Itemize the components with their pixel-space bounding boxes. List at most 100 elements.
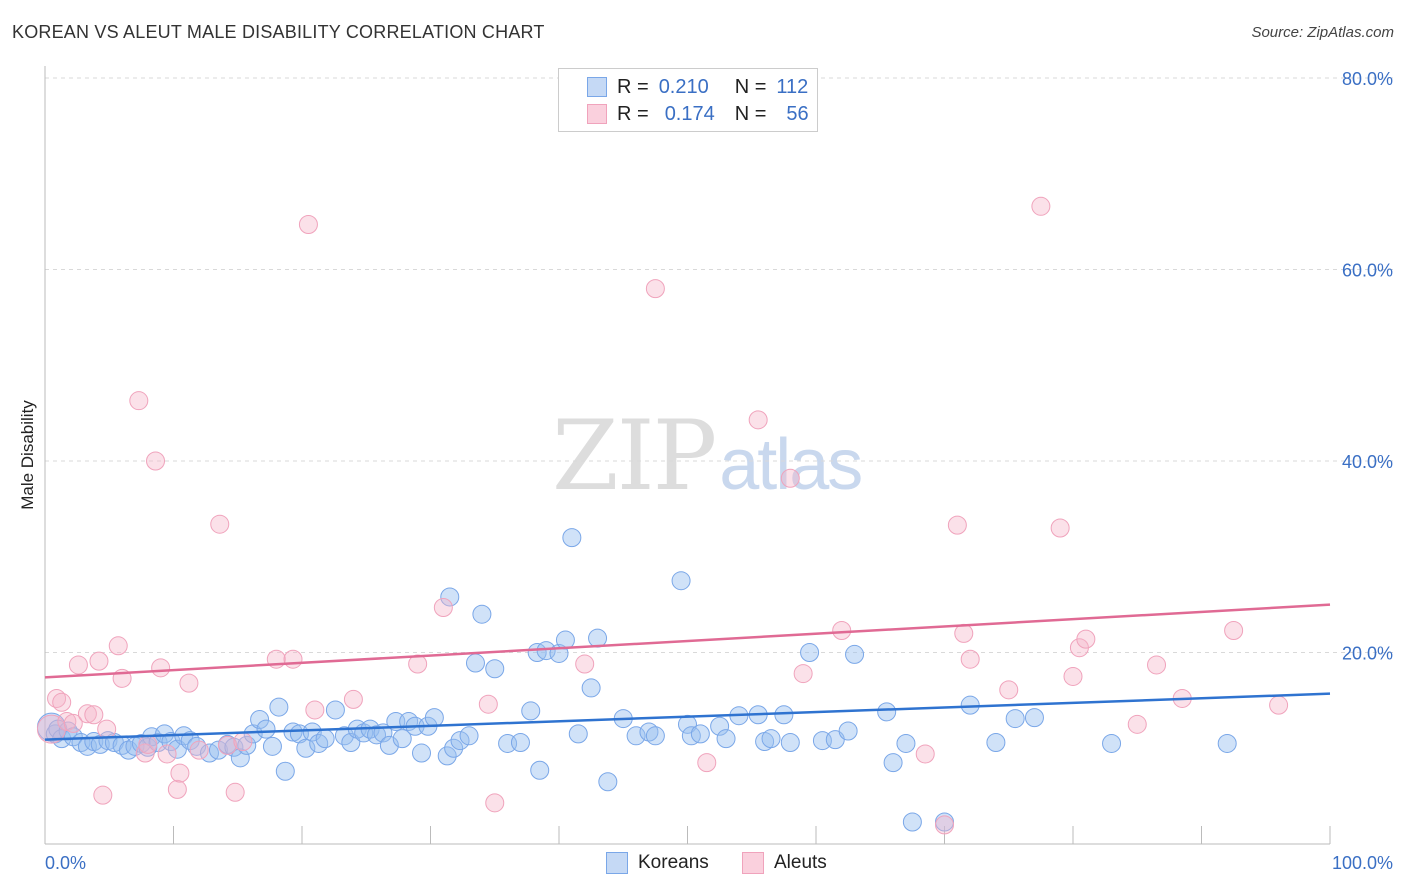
aleut-point (915, 744, 935, 764)
korean-point (530, 760, 550, 780)
watermark-zip: ZIP (552, 400, 717, 512)
aleut-point (433, 597, 453, 617)
legend-n-label: N = (734, 75, 767, 98)
legend-row-aleuts: R = 0.174 N = 56 (587, 101, 809, 127)
aleut-point (129, 391, 149, 411)
legend-row-koreans: R = 0.210 N = 112 (587, 74, 808, 100)
legend-n-label: N = (734, 102, 767, 125)
korean-point (256, 719, 276, 739)
korean-point (510, 733, 530, 753)
x-tick-label: 0.0% (45, 853, 86, 873)
korean-point (716, 729, 736, 749)
korean-point (450, 731, 470, 751)
korean-point (761, 729, 781, 749)
korean-point (690, 724, 710, 744)
aleut-point (57, 711, 77, 731)
legend-swatch-koreans (587, 77, 607, 97)
korean-point (588, 628, 608, 648)
korean-point (774, 705, 794, 725)
legend-r-label: R = (617, 102, 649, 125)
aleut-point (89, 651, 109, 671)
aleut-point (93, 785, 113, 805)
points-layer (36, 196, 1289, 835)
korean-point (444, 738, 464, 758)
y-tick-label: 60.0% (1342, 261, 1393, 281)
korean-point (896, 733, 916, 753)
aleut-point (77, 704, 97, 724)
legend-r-label: R = (617, 75, 649, 98)
aleut-point (97, 719, 117, 739)
korean-point (598, 772, 618, 792)
korean-point (845, 644, 865, 664)
korean-point (838, 721, 858, 741)
korean-point (161, 732, 181, 752)
korean-point (237, 735, 257, 755)
aleut-point (1147, 655, 1167, 675)
aleut-point (954, 623, 974, 643)
aleut-point (780, 468, 800, 488)
korean-point (671, 571, 691, 591)
korean-point (269, 697, 289, 717)
korean-point (459, 726, 479, 746)
korean-point (275, 761, 295, 781)
aleut-point (999, 680, 1019, 700)
bottom-legend-label-koreans: Koreans (638, 852, 709, 873)
korean-point (243, 724, 263, 744)
korean-point (986, 733, 1006, 753)
korean-point (581, 678, 601, 698)
y-tick-label: 20.0% (1342, 644, 1393, 664)
korean-point (392, 729, 412, 749)
y-tick-label: 80.0% (1342, 69, 1393, 89)
aleut-point (645, 279, 665, 299)
korean-point (568, 724, 588, 744)
aleut-point (947, 515, 967, 535)
aleut-point (1127, 714, 1147, 734)
korean-point (1102, 733, 1122, 753)
legend-r-value: 0.174 (664, 102, 715, 125)
watermark-atlas: atlas (719, 425, 863, 505)
korean-point (208, 740, 228, 760)
tick-label-layer: 20.0% 40.0% 60.0% 80.0% 0.0% 100.0% (45, 69, 1393, 873)
aleut-point (1076, 629, 1096, 649)
korean-point (465, 653, 485, 673)
korean-point (424, 708, 444, 728)
aleut-point (1269, 695, 1289, 715)
aleut-point (170, 763, 190, 783)
aleut-trend-line (44, 603, 1331, 679)
korean-point (250, 710, 270, 730)
korean-point (230, 748, 250, 768)
aleut-point (960, 649, 980, 669)
bottom-legend-label-aleuts: Aleuts (774, 852, 827, 873)
korean-point (678, 714, 697, 734)
korean-point (800, 643, 820, 662)
aleut-point (793, 664, 813, 684)
aleut-point (343, 689, 363, 709)
aleut-point (1224, 620, 1244, 640)
chart-title: KOREAN VS ALEUT MALE DISABILITY CORRELAT… (12, 22, 545, 42)
korean-point (296, 738, 316, 758)
aleut-point (1031, 196, 1051, 216)
legend-r-value: 0.210 (658, 75, 709, 98)
legend-swatch-aleuts (587, 104, 607, 124)
aleut-point (167, 779, 187, 799)
aleut-point (138, 734, 158, 754)
aleut-point (485, 793, 505, 813)
aleut-point (217, 735, 237, 755)
aleut-point (298, 214, 318, 234)
stats-legend: R = 0.210 N = 112 R = 0.174 N = 56 (558, 68, 818, 132)
korean-point (626, 726, 646, 746)
aleut-point (68, 655, 88, 675)
korean-point (521, 701, 541, 721)
aleut-point (935, 815, 954, 835)
bottom-legend: Koreans Aleuts (0, 852, 1406, 878)
aleut-point (478, 694, 498, 714)
korean-point (902, 812, 922, 832)
aleut-point (305, 700, 325, 720)
aleut-point (189, 740, 209, 760)
aleut-point (157, 744, 177, 764)
korean-point (367, 725, 387, 745)
aleut-point (36, 714, 66, 744)
korean-point (877, 702, 897, 722)
korean-trend-line (44, 692, 1331, 741)
